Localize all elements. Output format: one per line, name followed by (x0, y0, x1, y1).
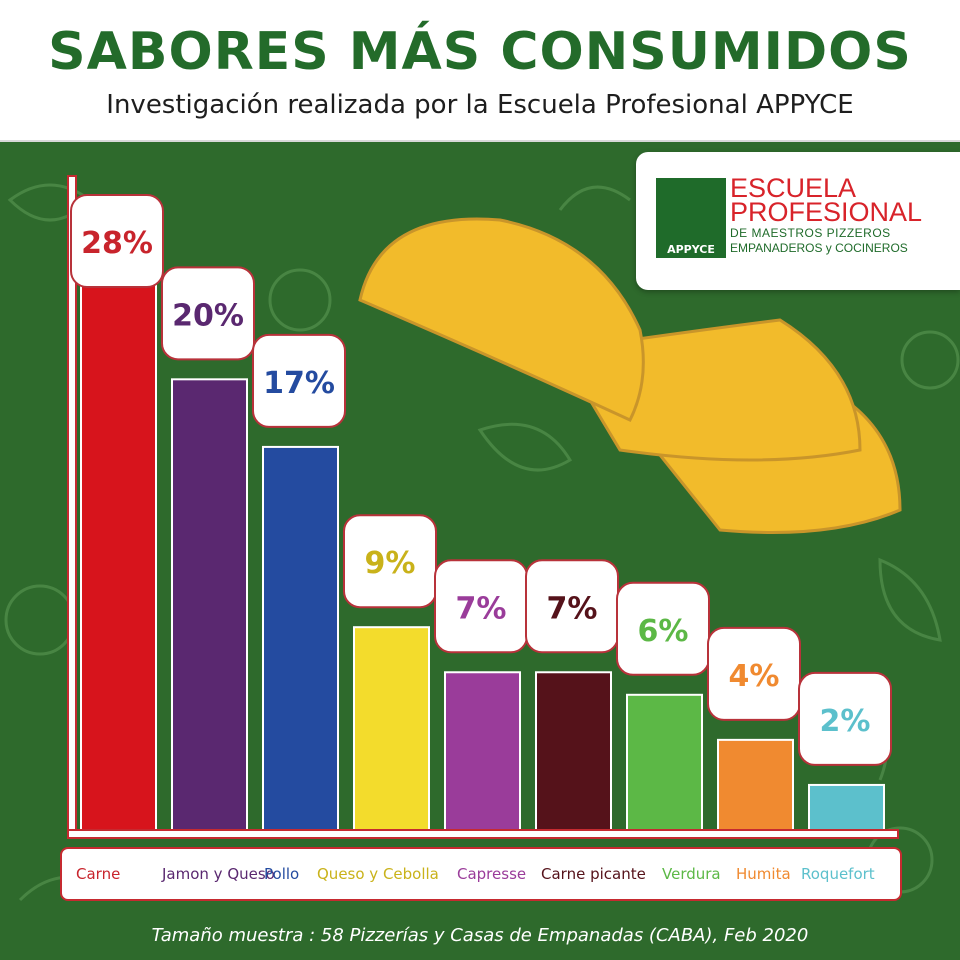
legend-item-carne: Carne (76, 865, 121, 883)
value-label-box (343, 514, 437, 609)
legend: Carne Jamon y Queso Pollo Queso y Ceboll… (60, 847, 902, 901)
legend-item-carne-picante: Carne picante (541, 865, 646, 883)
logo-band: APPYCE (656, 242, 726, 258)
legend-item-verdura: Verdura (662, 865, 721, 883)
value-label-box (161, 266, 255, 361)
logo-line-1: ESCUELA (730, 173, 857, 203)
legend-item-queso-y-cebolla: Queso y Cebolla (317, 865, 439, 883)
legend-item-roquefort: Roquefort (801, 865, 875, 883)
bar-verdura (626, 693, 703, 831)
value-label: 9% (365, 546, 416, 581)
bar-queso-y-cebolla (353, 626, 430, 831)
value-label-box (616, 581, 710, 676)
bar-carne (80, 198, 157, 832)
page-title: SABORES MÁS CONSUMIDOS (48, 22, 912, 82)
bar-pollo (262, 445, 339, 831)
bar-humita (717, 738, 794, 832)
logo-line-2: PROFESIONAL (730, 197, 923, 227)
value-label: 2% (820, 704, 871, 739)
value-label: 20% (172, 298, 244, 333)
bar-capresse (444, 671, 521, 831)
value-label: 7% (456, 591, 507, 626)
sample-footnote: Tamaño muestra : 58 Pizzerías y Casas de… (151, 925, 809, 946)
bar-jamon-y-queso (171, 378, 248, 831)
value-label-box (707, 626, 801, 721)
legend-item-humita: Humita (736, 865, 791, 883)
empanadas-illustration (358, 217, 902, 534)
value-label-box (252, 333, 346, 428)
legend-item-pollo: Pollo (264, 865, 300, 883)
logo-line-3: DE MAESTROS PIZZEROS (730, 226, 891, 240)
bar-roquefort (808, 783, 885, 832)
legend-item-capresse: Capresse (457, 865, 527, 883)
value-label-box (798, 671, 892, 766)
bar-carne-picante (535, 671, 612, 831)
value-label-box (70, 194, 164, 288)
chef-emblem-icon: APPYCE (656, 178, 726, 258)
value-label: 6% (638, 614, 689, 649)
header: SABORES MÁS CONSUMIDOS Investigación rea… (0, 0, 960, 142)
value-label: 17% (263, 366, 335, 401)
x-axis-line (67, 829, 899, 839)
logo-line-4: EMPANADEROS y COCINEROS (730, 241, 908, 255)
legend-item-jamon-y-queso: Jamon y Queso (162, 865, 275, 883)
school-logo: APPYCE ESCUELA PROFESIONAL DE MAESTROS P… (636, 152, 960, 290)
value-label: 7% (547, 591, 598, 626)
value-label: 4% (729, 659, 780, 694)
page-subtitle: Investigación realizada por la Escuela P… (106, 90, 854, 120)
value-label: 28% (81, 226, 153, 261)
